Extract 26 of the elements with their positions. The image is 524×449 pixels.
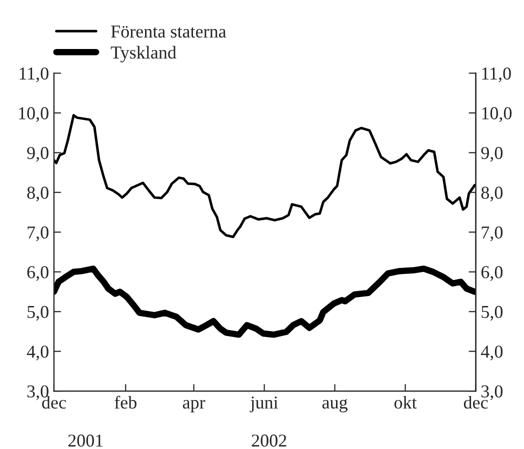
y2-tick-label: 6,0 [481,266,503,281]
y2-tick-label: 10,0 [482,107,512,122]
legend-label: Tyskland [110,46,176,62]
x-tick-label: juni [250,396,278,412]
y2-tick-label: 5,0 [482,306,503,321]
x-tick-label: okt [394,396,417,409]
x-tick-label: aug [322,399,348,412]
x-tick-label: apr [182,400,206,412]
line-series [54,114,476,238]
y-tick-label: 11,0 [20,67,48,82]
y-tick-label: 6,0 [27,266,48,281]
x-tick-label: feb [114,396,136,409]
y-tick-label: 10,0 [19,107,48,122]
legend-label: Förenta staterna [111,26,226,38]
y-tick-label: 4,0 [26,346,48,360]
y2-tick-label: 8,0 [481,186,503,202]
y2-tick-label: 11,0 [482,67,511,82]
y2-tick-label: 4,0 [481,346,503,360]
y-tick-label: 8,0 [27,186,48,202]
y2-tick-label: 9,0 [481,146,503,162]
text: 2001 [68,434,103,447]
text: 2002 [252,434,286,447]
y2-tick-label: 7,0 [482,226,503,242]
y-tick-label: 5,0 [28,306,48,321]
y-tick-label: 7,0 [28,226,48,242]
y-tick-label: 9,0 [27,146,48,162]
